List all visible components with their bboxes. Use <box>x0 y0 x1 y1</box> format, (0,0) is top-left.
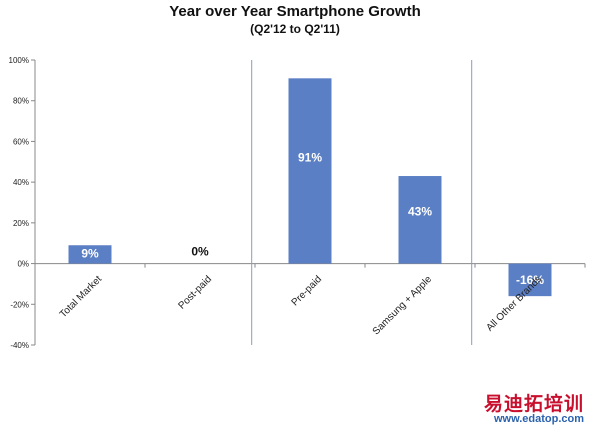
watermark-url: www.edatop.com <box>493 413 584 425</box>
bar-0 <box>68 245 112 264</box>
y-tick-label: 100% <box>9 56 29 65</box>
data-label: -16% <box>516 273 544 287</box>
bar-2 <box>288 78 332 264</box>
data-label: 0% <box>191 245 209 259</box>
y-tick-label: 20% <box>13 219 29 228</box>
bar-3 <box>398 176 442 264</box>
y-tick-label: 80% <box>13 97 29 106</box>
category-label: Pre-paid <box>290 274 325 309</box>
bar-4 <box>508 263 552 297</box>
y-tick-label: -40% <box>10 341 29 350</box>
y-tick-label: -20% <box>10 300 29 309</box>
y-tick-label: 60% <box>13 137 29 146</box>
y-tick-label: 0% <box>17 260 29 269</box>
watermark-brand: 易迪拓培训 <box>483 394 584 415</box>
category-label: Post-paid <box>176 274 214 312</box>
category-label: Total Market <box>58 274 104 320</box>
chart-subtitle: (Q2'12 to Q2'11) <box>250 22 340 36</box>
category-label: Samsung + Apple <box>371 274 435 338</box>
data-label: 91% <box>298 151 322 165</box>
data-label: 43% <box>408 204 432 218</box>
watermark: 易迪拓培训 www.edatop.com <box>484 395 584 425</box>
chart-title: Year over Year Smartphone Growth <box>169 3 421 20</box>
data-label: 9% <box>81 246 99 260</box>
y-tick-label: 40% <box>13 178 29 187</box>
